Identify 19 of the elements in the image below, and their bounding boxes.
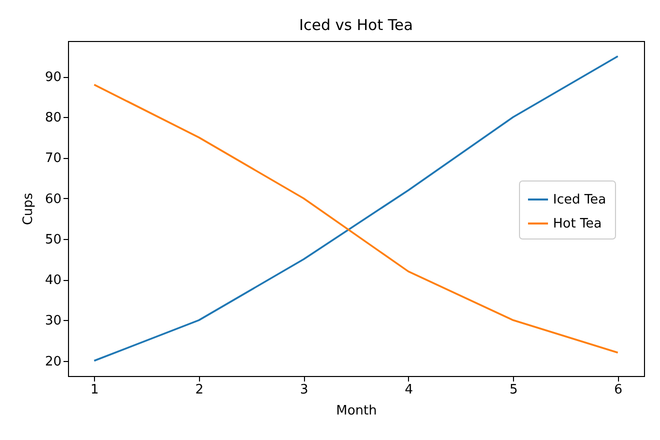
y-tick-label: 40	[44, 273, 62, 288]
x-axis-title: Month	[336, 404, 377, 418]
y-tick-label: 70	[44, 151, 62, 166]
y-axis-title: Cups	[20, 192, 36, 226]
y-tick-label: 50	[44, 232, 62, 248]
y-tick-label: 80	[44, 110, 62, 126]
chart-title: Iced vs Hot Tea	[299, 16, 413, 34]
y-tick-label: 30	[44, 314, 62, 329]
x-tick-label: 1	[90, 382, 99, 398]
x-tick-label: 4	[404, 382, 414, 398]
y-tick-label: 60	[44, 192, 62, 207]
x-tick-label: 5	[509, 382, 518, 398]
y-tick-label: 90	[44, 70, 62, 86]
y-tick-label: 20	[44, 354, 62, 370]
x-tick-label: 2	[195, 382, 204, 398]
legend-label: Iced Tea	[553, 192, 606, 208]
x-tick-label: 6	[614, 382, 622, 398]
x-tick-label: 3	[300, 382, 308, 398]
legend-label: Hot Tea	[553, 216, 602, 232]
